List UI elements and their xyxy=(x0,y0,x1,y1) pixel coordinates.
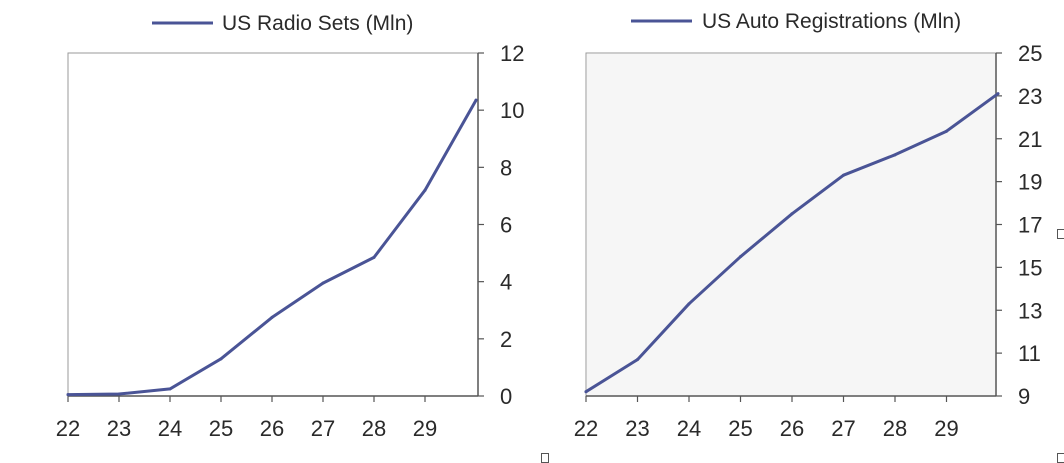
data-point xyxy=(219,357,223,361)
data-point xyxy=(790,212,794,216)
y-tick-label: 17 xyxy=(1018,213,1042,238)
x-tick-label: 29 xyxy=(413,416,437,441)
data-point xyxy=(168,387,172,391)
data-point xyxy=(945,129,948,133)
x-tick-label: 24 xyxy=(677,416,701,441)
y-tick-label: 8 xyxy=(500,155,512,180)
x-tick-label: 25 xyxy=(209,416,233,441)
x-tick-label: 28 xyxy=(883,416,907,441)
data-point xyxy=(584,390,588,394)
y-tick-label: 25 xyxy=(1018,41,1042,66)
corner-marker-icon xyxy=(1057,229,1064,239)
data-point xyxy=(474,98,478,102)
x-tick-label: 22 xyxy=(56,416,80,441)
y-tick-label: 23 xyxy=(1018,84,1042,109)
data-point xyxy=(842,173,845,177)
x-tick-label: 22 xyxy=(574,416,598,441)
x-tick-label: 24 xyxy=(158,416,182,441)
y-tick-label: 0 xyxy=(500,384,512,409)
x-tick-label: 29 xyxy=(934,416,958,441)
x-tick-label: 23 xyxy=(107,416,131,441)
data-point xyxy=(636,358,639,362)
x-tick-label: 25 xyxy=(728,416,752,441)
plot-frame xyxy=(67,52,479,397)
y-tick-label: 11 xyxy=(1018,341,1041,366)
data-point xyxy=(372,255,376,259)
x-tick-label: 28 xyxy=(362,416,386,441)
data-point xyxy=(117,392,121,396)
x-tick-label: 27 xyxy=(831,416,855,441)
y-tick-label: 6 xyxy=(500,213,512,238)
y-tick-label: 13 xyxy=(1018,298,1042,323)
y-tick-label: 15 xyxy=(1018,255,1042,280)
data-point xyxy=(893,153,897,157)
y-tick-label: 19 xyxy=(1018,170,1042,195)
legend-label: US Radio Sets (Mln) xyxy=(222,12,413,35)
x-tick-label: 26 xyxy=(260,416,284,441)
y-tick-label: 12 xyxy=(500,41,524,66)
legend-label: US Auto Registrations (Mln) xyxy=(702,10,961,33)
y-tick-label: 21 xyxy=(1018,127,1042,152)
data-point xyxy=(66,393,70,397)
data-point xyxy=(321,281,325,285)
x-tick-label: 26 xyxy=(780,416,804,441)
y-tick-label: 10 xyxy=(500,98,524,123)
corner-marker-icon xyxy=(1057,453,1064,463)
data-point xyxy=(996,92,1000,96)
auto-registrations-chart: 22 23 24 25 26 27 28 29 9 11 13 15 17 19 21 23 25 US Auto… xyxy=(574,10,1043,441)
x-tick-label: 27 xyxy=(311,416,335,441)
data-point xyxy=(687,302,691,306)
y-tick-label: 4 xyxy=(500,270,512,295)
y-tick-label: 9 xyxy=(1018,384,1030,409)
corner-marker-icon xyxy=(541,453,549,463)
data-point xyxy=(270,315,274,319)
data-point xyxy=(739,255,742,259)
data-point xyxy=(423,188,427,192)
x-tick-label: 23 xyxy=(625,416,649,441)
y-tick-label: 2 xyxy=(500,327,512,352)
plot-background xyxy=(587,54,995,395)
